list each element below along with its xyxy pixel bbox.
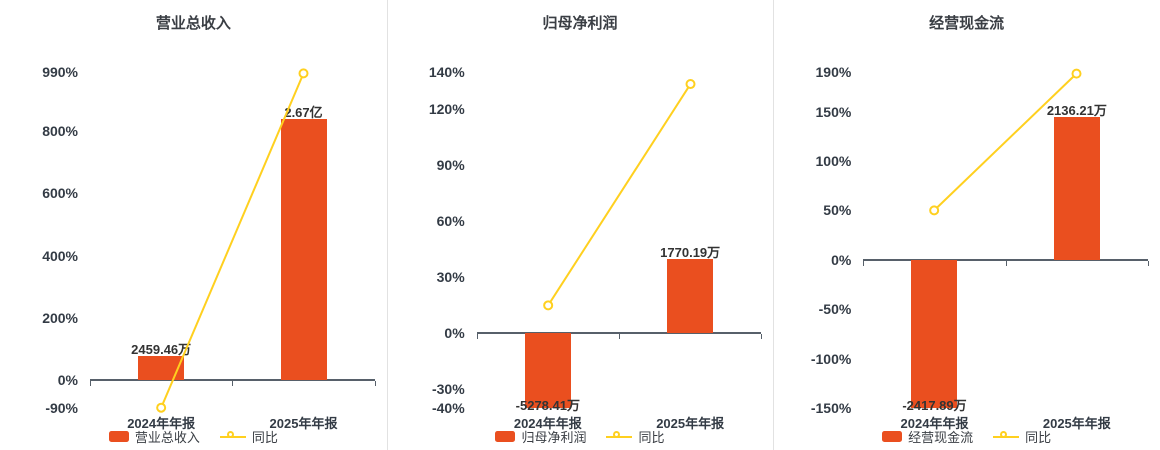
legend-item-yoy[interactable]: 同比 [219,427,278,446]
y-axis-tick-label: 0% [831,251,852,268]
y-axis-tick-label: -40% [431,400,465,416]
x-axis-line [863,258,1148,261]
legend-bar-label: 归母净利润 [521,430,587,445]
bar-value-label: 1770.19万 [660,245,721,261]
legend-line-marker [219,431,246,442]
y-axis-tick-label: 140% [428,64,465,80]
bar-value-label: -5278.41万 [515,398,580,413]
y-axis-tick-label: 50% [823,202,852,219]
legend-bar-swatch [882,431,903,442]
x-axis-tick [1005,260,1007,266]
y-axis-tick-label: 800% [42,123,78,140]
legend: 归母净利润 同比 [387,427,774,446]
x-axis-tick [1147,260,1149,266]
net-profit-bar-2025年年报 [667,259,714,334]
legend-item-operating-revenue[interactable]: 营业总收入 [108,427,200,446]
legend: 经营现金流 同比 [773,427,1160,446]
y-axis-tick-label: 0% [57,372,78,388]
x-axis-category-label: 2025年年报 [656,416,725,431]
legend-bar-swatch [495,431,516,442]
yoy-point [1071,68,1082,79]
yoy-point [929,205,940,216]
legend-line-marker [606,431,633,442]
y-axis-tick-label: 120% [428,101,465,118]
legend-yoy-label: 同比 [638,430,665,445]
operating-revenue-bar-2025年年报 [280,119,327,380]
x-axis-tick [863,260,865,266]
y-axis-tick-label: -90% [45,400,78,416]
operating-revenue-bar-2024年年报 [138,355,185,380]
y-axis-tick-label: 400% [42,247,78,264]
y-axis-tick-label: 100% [815,152,852,169]
operating-cash-flow-bar-2025年年报 [1053,116,1100,260]
y-axis-tick-label: 60% [436,213,465,230]
x-axis-category-label: 2024年年报 [127,416,196,431]
legend: 营业总收入 同比 [0,427,387,446]
x-axis-tick [476,334,478,340]
x-axis-tick [618,334,620,340]
legend-line-point [226,431,234,438]
legend-bar-swatch [108,431,129,442]
x-axis-tick [90,381,91,386]
bar-value-label: -2417.89万 [902,398,967,413]
bar-value-label: 2459.46万 [131,341,192,357]
y-axis-tick-label: -100% [810,350,852,367]
y-axis-tick-label: 30% [436,269,465,286]
legend-item-yoy[interactable]: 同比 [993,427,1051,446]
x-axis-tick [232,381,234,386]
x-axis-line [476,332,762,335]
y-axis-tick-label: 190% [815,64,852,80]
legend-bar-label: 经营现金流 [908,430,974,445]
legend-yoy-label: 同比 [251,430,278,445]
legend-line-marker [993,431,1020,442]
legend-yoy-label: 同比 [1025,430,1052,445]
legend-item-yoy[interactable]: 同比 [606,427,665,446]
y-axis-tick-label: -30% [431,381,465,398]
chart-title-operating-cash-flow: 经营现金流 [929,15,1005,32]
y-axis-tick-label: 600% [42,185,78,202]
yoy-point [685,79,696,90]
y-axis-tick-label: -150% [810,400,852,416]
chart-title-net-profit: 归母净利润 [542,15,618,32]
chart-panel-operating-revenue: 营业总收入 990% 800% 600% 400% 200% 0% -90% 2459.46万 2… [0,0,387,450]
x-axis-category-label: 2024年年报 [900,416,969,431]
y-axis-tick-label: 90% [436,157,465,174]
bar-value-label: 2.67亿 [284,105,323,121]
x-axis-category-label: 2024年年报 [513,416,582,431]
operating-cash-flow-bar-2024年年报 [911,259,958,408]
legend-item-operating-cash-flow[interactable]: 经营现金流 [882,427,973,446]
y-axis-tick-label: 200% [42,309,78,326]
net-profit-bar-2024年年报 [524,333,571,408]
panel-divider [773,0,775,450]
legend-line-stroke [606,435,633,438]
y-axis-tick-label: -50% [818,301,852,318]
y-axis-tick-label: 150% [815,103,852,120]
chart-panel-net-profit: 归母净利润 140% 120% 90% 60% 30% 0% -30% -40% -5278.41… [387,0,774,450]
legend-item-net-profit[interactable]: 归母净利润 [495,427,586,446]
legend-bar-label: 营业总收入 [134,430,200,445]
legend-line-point [1000,431,1008,438]
yoy-point [542,300,553,311]
x-axis-tick [761,334,763,340]
x-axis-category-label: 2025年年报 [1042,416,1111,431]
panel-divider [386,0,388,450]
legend-line-point [613,431,621,438]
x-axis-tick [374,381,376,386]
chart-panel-operating-cash-flow: 经营现金流 190% 150% 100% 50% 0% -50% -100% -150% -241… [773,0,1160,450]
chart-title-operating-revenue: 营业总收入 [155,15,231,32]
bar-value-label: 2136.21万 [1046,102,1107,118]
yoy-point [298,68,309,79]
y-axis-tick-label: 0% [444,325,465,342]
yoy-point [156,402,167,413]
x-axis-category-label: 2025年年报 [269,416,338,431]
y-axis-tick-label: 990% [42,64,78,80]
